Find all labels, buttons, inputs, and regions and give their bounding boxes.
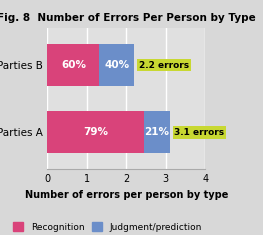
Text: 3.1 errors: 3.1 errors <box>174 128 225 137</box>
Bar <box>47 44 99 86</box>
Legend: Recognition, Judgment/prediction: Recognition, Judgment/prediction <box>9 219 206 235</box>
Title: Fig. 8  Number of Errors Per Person by Type: Fig. 8 Number of Errors Per Person by Ty… <box>0 13 256 23</box>
Bar <box>144 111 170 153</box>
X-axis label: Number of errors per person by type: Number of errors per person by type <box>24 190 228 200</box>
Text: 2.2 errors: 2.2 errors <box>139 61 189 70</box>
Bar <box>99 44 134 86</box>
Text: 40%: 40% <box>104 60 129 70</box>
Bar <box>47 111 144 153</box>
Text: 21%: 21% <box>144 127 169 137</box>
Text: 60%: 60% <box>61 60 86 70</box>
Text: 79%: 79% <box>83 127 108 137</box>
